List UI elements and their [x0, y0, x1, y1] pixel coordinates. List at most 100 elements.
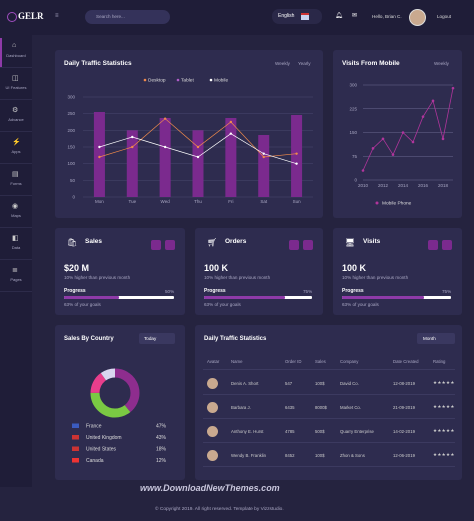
point [431, 99, 435, 103]
prev-button[interactable] [151, 240, 161, 250]
row-divider [203, 466, 455, 467]
watermark: www.DownloadNewThemes.com [140, 483, 280, 493]
table-cell: 500$ [315, 429, 325, 434]
menu-toggle[interactable]: ≡ [55, 13, 59, 19]
x-tick-label: Tue [128, 199, 136, 204]
legend-dot [375, 201, 379, 205]
nav-icon[interactable]: ⚙ [12, 107, 19, 114]
nav-label[interactable]: Dashboard [6, 53, 26, 58]
topbar [0, 0, 474, 35]
y-tick-label: 75 [352, 154, 358, 159]
nav-icon[interactable]: ⌂ [12, 42, 17, 49]
progress-label: 75% [442, 289, 452, 294]
mail-icon[interactable]: ✉︎ [352, 13, 358, 19]
y-tick-label: 250 [67, 111, 75, 116]
search-box[interactable] [85, 10, 170, 24]
nav-icon[interactable]: ◫ [12, 75, 19, 82]
y-tick-label: 200 [67, 128, 75, 133]
nav-icon[interactable]: ◉ [12, 203, 19, 210]
donut-segment [90, 368, 140, 418]
goal: 63% of your goals [342, 302, 379, 307]
logo: GELR [18, 11, 44, 21]
flag [72, 423, 79, 428]
language-select[interactable] [272, 9, 322, 24]
x-tick-label: 2010 [358, 183, 369, 188]
tab[interactable]: Yearly [298, 61, 311, 66]
legend-dot [209, 78, 213, 82]
nav-label[interactable]: Data [11, 245, 21, 250]
prev-button[interactable] [428, 240, 438, 250]
point [421, 115, 425, 118]
goal: 63% of your goals [64, 302, 101, 307]
progress-bar [342, 296, 424, 299]
dropdown[interactable] [417, 333, 455, 344]
nav-icon[interactable]: ≣ [12, 267, 18, 274]
search-placeholder: Search here... [96, 14, 125, 19]
stat-icon: 🛍︎ [67, 238, 78, 247]
point [98, 155, 101, 159]
stat-value: 100 K [342, 263, 367, 273]
country-chart: France 47% United Kingdom 43% United States 1… [72, 368, 167, 464]
table-cell: 8000$ [315, 405, 327, 410]
y-tick-label: 0 [354, 178, 357, 183]
table-cell: 547 [285, 381, 293, 386]
point [163, 145, 167, 149]
y-tick-label: 150 [67, 145, 75, 150]
progress-title: Progress [64, 288, 86, 294]
bell-icon[interactable]: 🔔︎ [335, 13, 343, 19]
y-tick-label: 300 [67, 95, 75, 100]
x-tick-label: Thu [194, 199, 202, 204]
y-tick-label: 225 [349, 106, 357, 111]
stat-value: $20 M [64, 263, 90, 273]
point [98, 145, 101, 149]
mobile-chart: 0 75 150 225 300 2010 2012 2014 2016 2018 Mobile P… [349, 83, 455, 207]
table-cell: 14-02-2019 [393, 429, 415, 434]
legend-label: Mobile Phone [382, 201, 412, 207]
next-button[interactable] [442, 240, 452, 250]
line [362, 88, 454, 171]
point [196, 145, 200, 149]
tab[interactable]: Weekly [275, 61, 290, 66]
row-divider [203, 442, 455, 443]
legend-dot [176, 78, 180, 82]
nav-label[interactable]: Maps [11, 213, 21, 218]
dropdown[interactable] [139, 333, 175, 344]
table-cell: David Co. [340, 381, 359, 386]
point [391, 153, 395, 156]
bar [258, 135, 270, 197]
legend-label: Mobile [214, 78, 228, 84]
donut-segment [90, 368, 140, 418]
avatar[interactable] [409, 9, 426, 26]
x-tick-label: Fri [228, 199, 233, 204]
nav-icon[interactable]: ⚡ [12, 139, 21, 146]
nav-label[interactable]: Pages [10, 277, 22, 282]
table-cell: 21-09-2019 [393, 405, 415, 410]
next-button[interactable] [303, 240, 313, 250]
avatar [207, 426, 218, 437]
nav-label[interactable]: Advance [8, 117, 24, 122]
bar [225, 118, 237, 197]
y-tick-label: 300 [349, 83, 357, 88]
stat-card: 🖥︎ Visits 100 K 10% higher than previous mo… [333, 228, 462, 315]
active-indicator [0, 38, 2, 68]
bar [192, 130, 204, 197]
nav-label[interactable]: Apps [11, 149, 21, 154]
nav-icon[interactable]: ▤ [12, 171, 19, 178]
nav-label[interactable]: Forms [10, 181, 22, 186]
prev-button[interactable] [289, 240, 299, 250]
point [451, 86, 455, 90]
next-button[interactable] [165, 240, 175, 250]
nav-label[interactable]: UI Features [5, 85, 27, 90]
point [262, 155, 265, 159]
stat-value: 100 K [204, 263, 229, 273]
dropdown-label: Month [423, 336, 436, 341]
logout[interactable]: Logout [437, 14, 452, 19]
tab[interactable]: Weekly [434, 61, 449, 66]
flag [72, 458, 79, 463]
dropdown-label: Today [144, 336, 157, 341]
flag [72, 435, 79, 440]
table-cell: 12-06-2019 [393, 453, 415, 458]
nav-icon[interactable]: ◧ [12, 235, 19, 242]
country-value: 12% [156, 458, 167, 464]
